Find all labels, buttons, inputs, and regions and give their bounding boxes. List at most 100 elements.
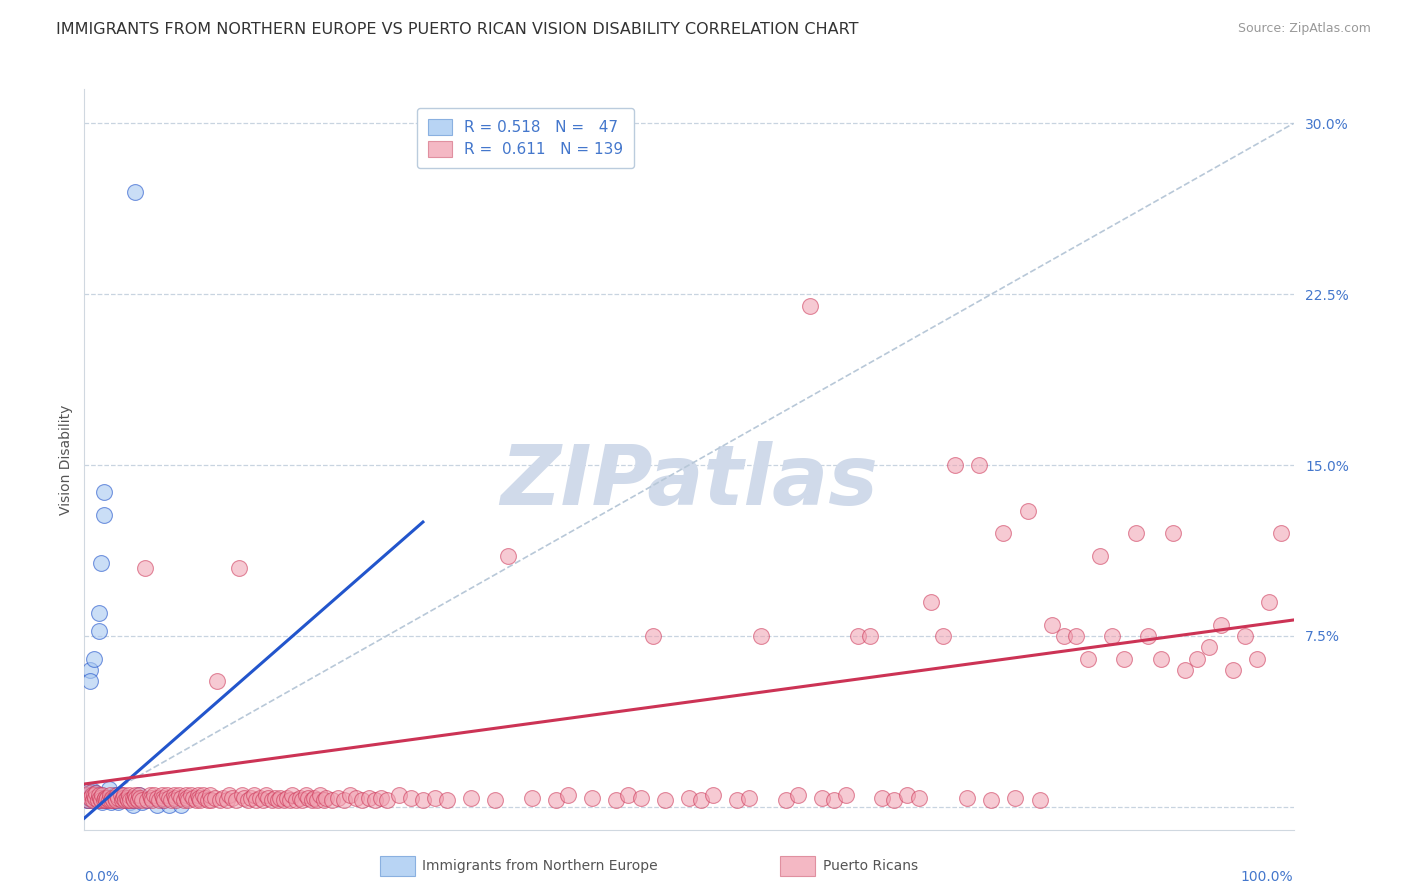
Text: Source: ZipAtlas.com: Source: ZipAtlas.com (1237, 22, 1371, 36)
Point (436, 793, 458, 807)
Point (1114, 651, 1136, 665)
Point (339, 789, 361, 803)
Point (218, 789, 240, 803)
Point (90, 556, 112, 570)
Point (93, 793, 115, 807)
Point (79, 674, 101, 689)
Point (170, 797, 193, 812)
Point (249, 790, 271, 805)
Point (110, 789, 132, 803)
Point (115, 793, 138, 807)
Point (302, 790, 325, 805)
Point (702, 789, 724, 803)
Point (1209, 617, 1232, 632)
Point (943, 458, 966, 472)
Point (160, 793, 183, 807)
Point (352, 793, 374, 807)
Text: Puerto Ricans: Puerto Ricans (823, 859, 918, 873)
Point (823, 793, 845, 807)
Point (89, 793, 111, 807)
Point (104, 793, 127, 807)
Point (273, 793, 295, 807)
Point (163, 789, 186, 803)
Point (278, 793, 301, 807)
Point (291, 793, 314, 807)
Point (920, 595, 942, 609)
Point (605, 793, 627, 807)
Point (152, 793, 174, 807)
Point (264, 790, 287, 805)
Point (775, 793, 797, 807)
Point (112, 790, 135, 805)
Point (131, 793, 153, 807)
Point (357, 790, 380, 805)
Point (1040, 617, 1063, 632)
Point (87, 624, 110, 639)
Point (725, 793, 748, 807)
Y-axis label: Vision Disability: Vision Disability (59, 404, 73, 515)
Point (86, 789, 108, 803)
Point (204, 790, 226, 805)
Point (80, 793, 103, 807)
Point (835, 789, 858, 803)
Point (83, 651, 105, 665)
Point (617, 789, 640, 803)
Point (75, 789, 97, 803)
Point (98, 790, 121, 805)
Point (86, 793, 108, 807)
Point (86, 790, 108, 805)
Point (242, 789, 264, 803)
Point (1004, 790, 1026, 805)
Point (1028, 793, 1050, 807)
Point (309, 789, 332, 803)
Point (315, 790, 337, 805)
Point (907, 790, 929, 805)
Point (896, 789, 918, 803)
Point (557, 789, 579, 803)
Point (236, 793, 259, 807)
Text: Immigrants from Northern Europe: Immigrants from Northern Europe (422, 859, 658, 873)
Point (94, 793, 117, 807)
Point (76, 789, 98, 803)
Point (240, 790, 263, 805)
Point (228, 560, 250, 574)
Point (184, 793, 207, 807)
Point (980, 793, 1002, 807)
Point (138, 789, 160, 803)
Point (136, 793, 159, 807)
Point (212, 790, 235, 805)
Text: 100.0%: 100.0% (1241, 871, 1294, 884)
Point (252, 793, 274, 807)
Point (1101, 629, 1123, 643)
Point (399, 790, 422, 805)
Point (167, 789, 190, 803)
Point (136, 793, 159, 807)
Point (245, 793, 267, 807)
Point (284, 793, 308, 807)
Point (883, 793, 905, 807)
Point (520, 790, 543, 805)
Point (83, 789, 105, 803)
Point (127, 793, 149, 807)
Point (346, 790, 368, 805)
Point (131, 795, 153, 809)
Point (120, 793, 142, 807)
Point (221, 790, 243, 805)
Point (328, 790, 350, 805)
Point (294, 789, 316, 803)
Point (153, 793, 176, 807)
Point (174, 789, 197, 803)
Point (107, 793, 129, 807)
Point (333, 793, 356, 807)
Point (215, 793, 238, 807)
Point (110, 789, 132, 803)
Point (93, 508, 115, 523)
Point (94, 790, 117, 805)
Point (281, 789, 304, 803)
Point (1137, 629, 1160, 643)
Point (297, 790, 319, 805)
Point (124, 789, 146, 803)
Point (496, 549, 519, 564)
Point (80, 789, 103, 803)
Point (191, 789, 214, 803)
